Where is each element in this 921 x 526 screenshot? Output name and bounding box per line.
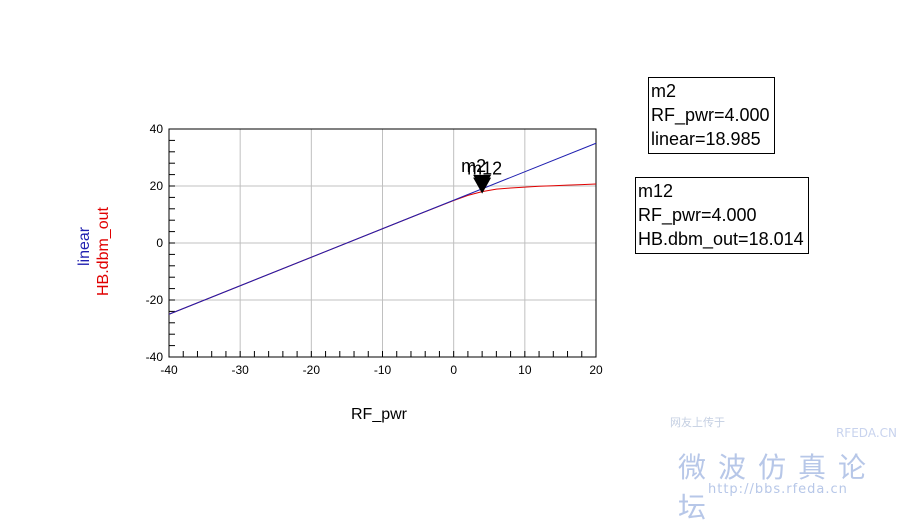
marker-readout-y: HB.dbm_out=18.014 bbox=[638, 229, 804, 249]
x-tick-label: -20 bbox=[303, 363, 321, 377]
watermark-small-text: 网友上传于 bbox=[670, 416, 725, 429]
marker-readout-y: linear=18.985 bbox=[651, 129, 761, 149]
grid bbox=[168, 128, 597, 358]
x-tick-label: 0 bbox=[450, 363, 457, 377]
marker-label-m12: m12 bbox=[467, 159, 502, 179]
watermark: 网友上传于 RFEDA.CN 微波仿真论坛 http://bbs.rfeda.c… bbox=[660, 410, 915, 524]
series-line-linear bbox=[168, 142, 597, 315]
marker-readout-title: m2 bbox=[651, 81, 677, 101]
minor-ticks bbox=[168, 128, 597, 358]
x-tick-label: 20 bbox=[589, 363, 603, 377]
x-tick-label: -30 bbox=[231, 363, 249, 377]
y-tick-label: -20 bbox=[146, 293, 164, 307]
marker-readout-x: RF_pwr=4.000 bbox=[638, 205, 757, 225]
watermark-brand: RFEDA.CN bbox=[835, 426, 897, 440]
tick-labels: -40 -30 -20 -10 0 10 20 -40 -20 0 20 40 bbox=[146, 122, 603, 377]
marker-readout-m12[interactable]: m12 RF_pwr=4.000 HB.dbm_out=18.014 bbox=[635, 177, 809, 254]
watermark-url: http://bbs.rfeda.cn bbox=[708, 482, 848, 497]
marker-readout-m2[interactable]: m2 RF_pwr=4.000 linear=18.985 bbox=[648, 77, 775, 154]
y-tick-label: 0 bbox=[156, 236, 163, 250]
y-axis-label-hb-dbm-out: HB.dbm_out bbox=[95, 207, 112, 296]
marker-triangle-m12 bbox=[473, 177, 492, 194]
x-tick-label: 10 bbox=[518, 363, 532, 377]
y-tick-label: 20 bbox=[150, 179, 164, 193]
marker-readout-title: m12 bbox=[638, 181, 674, 201]
y-tick-label: -40 bbox=[146, 350, 164, 364]
marker-readout-x: RF_pwr=4.000 bbox=[651, 105, 770, 125]
y-axis-label-linear: linear bbox=[76, 226, 93, 266]
x-tick-label: -10 bbox=[374, 363, 392, 377]
x-tick-label: -40 bbox=[160, 363, 178, 377]
y-tick-label: 40 bbox=[150, 122, 164, 136]
series-group bbox=[168, 142, 597, 315]
x-axis-label: RF_pwr bbox=[351, 406, 408, 423]
marker-label-m2: m2 bbox=[461, 156, 486, 176]
